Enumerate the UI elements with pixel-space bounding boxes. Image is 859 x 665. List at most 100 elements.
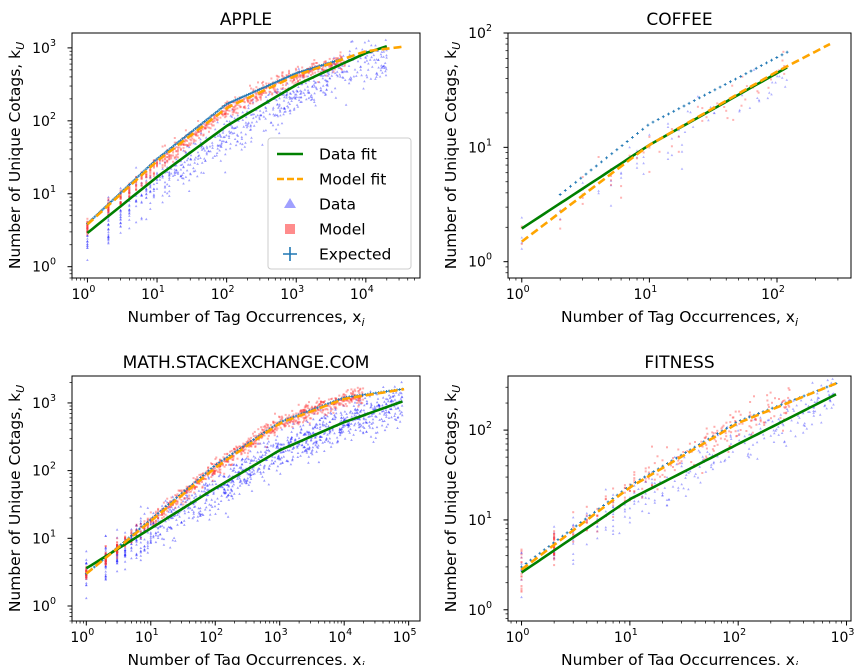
data-point xyxy=(286,449,289,452)
model-point xyxy=(553,552,556,555)
data-point xyxy=(152,536,155,539)
data-point xyxy=(158,525,162,528)
data-point xyxy=(145,179,148,182)
data-point xyxy=(145,187,148,191)
data-point xyxy=(325,80,329,83)
model-point xyxy=(716,443,719,446)
data-point xyxy=(274,90,278,93)
data-point xyxy=(305,449,309,452)
data-point xyxy=(303,88,307,91)
data-point xyxy=(192,141,196,145)
model-point xyxy=(219,465,221,468)
data-point xyxy=(245,481,248,485)
data-point xyxy=(248,461,252,464)
data-point xyxy=(389,407,393,410)
model-point xyxy=(327,411,330,414)
data-point xyxy=(746,454,750,457)
model-point xyxy=(633,473,636,476)
model-point xyxy=(149,519,152,522)
data-point xyxy=(304,433,308,436)
data-point xyxy=(346,422,350,426)
data-point xyxy=(596,524,599,528)
model-point xyxy=(620,185,623,188)
data-point xyxy=(178,515,181,518)
model-point xyxy=(154,512,157,515)
data-point xyxy=(685,473,688,476)
model-point xyxy=(355,398,357,401)
data-point xyxy=(282,450,285,453)
data-point xyxy=(140,194,143,197)
model-point xyxy=(623,499,626,502)
model-point xyxy=(297,421,300,424)
data-point xyxy=(128,227,131,230)
data-point xyxy=(364,56,368,59)
data-point xyxy=(343,410,347,413)
model-point xyxy=(243,97,246,100)
data-point xyxy=(149,539,153,543)
model-point xyxy=(310,62,313,65)
data-point xyxy=(86,233,89,236)
data-point xyxy=(285,92,289,96)
data-point xyxy=(340,427,343,430)
model-point xyxy=(303,76,306,78)
data-point xyxy=(244,123,248,127)
data-point xyxy=(267,467,271,470)
data-point xyxy=(731,450,735,453)
data-point xyxy=(282,455,286,458)
data-point xyxy=(128,214,131,217)
data-point xyxy=(135,538,138,542)
data-point xyxy=(85,577,88,580)
data-point xyxy=(665,476,669,479)
model-point xyxy=(119,189,122,192)
data-point xyxy=(328,420,332,423)
data-point xyxy=(158,178,162,181)
model-point xyxy=(327,64,330,67)
data-point xyxy=(342,416,345,419)
data-point xyxy=(192,496,196,499)
model-point xyxy=(205,470,208,473)
model-point xyxy=(308,407,311,410)
data-point xyxy=(128,208,131,211)
data-point xyxy=(368,58,372,61)
data-point xyxy=(176,178,180,181)
data-point xyxy=(306,74,310,78)
model-point xyxy=(210,123,213,125)
model-point xyxy=(214,117,217,120)
data-point xyxy=(350,438,353,441)
model-point xyxy=(288,76,291,79)
data-point xyxy=(318,438,322,441)
model-point xyxy=(210,476,213,478)
model-point xyxy=(85,570,88,573)
model-point xyxy=(271,93,274,96)
data-point xyxy=(128,204,131,208)
data-point xyxy=(364,418,368,421)
data-point xyxy=(187,189,191,192)
model-point xyxy=(323,401,325,404)
model-point xyxy=(272,429,275,432)
data-fit-line xyxy=(520,393,837,574)
data-point xyxy=(295,434,299,437)
model-point xyxy=(262,80,265,83)
data-point xyxy=(135,527,138,530)
data-point xyxy=(135,556,138,559)
model-point xyxy=(596,530,599,533)
model-point xyxy=(255,442,258,445)
data-point xyxy=(85,568,88,571)
data-point xyxy=(286,436,290,439)
expected-point xyxy=(184,134,188,138)
data-point xyxy=(207,149,211,153)
data-point xyxy=(301,424,305,427)
data-point xyxy=(119,200,122,203)
model-point xyxy=(677,448,680,451)
model-point xyxy=(149,163,152,166)
model-point xyxy=(212,124,215,127)
model-point xyxy=(86,230,89,233)
expected-point xyxy=(156,511,160,515)
data-point xyxy=(140,216,143,219)
data-point xyxy=(311,442,315,445)
data-point xyxy=(365,402,368,405)
data-point xyxy=(115,559,119,562)
data-point xyxy=(240,463,244,466)
expected-point xyxy=(296,71,300,75)
data-point xyxy=(286,460,290,463)
